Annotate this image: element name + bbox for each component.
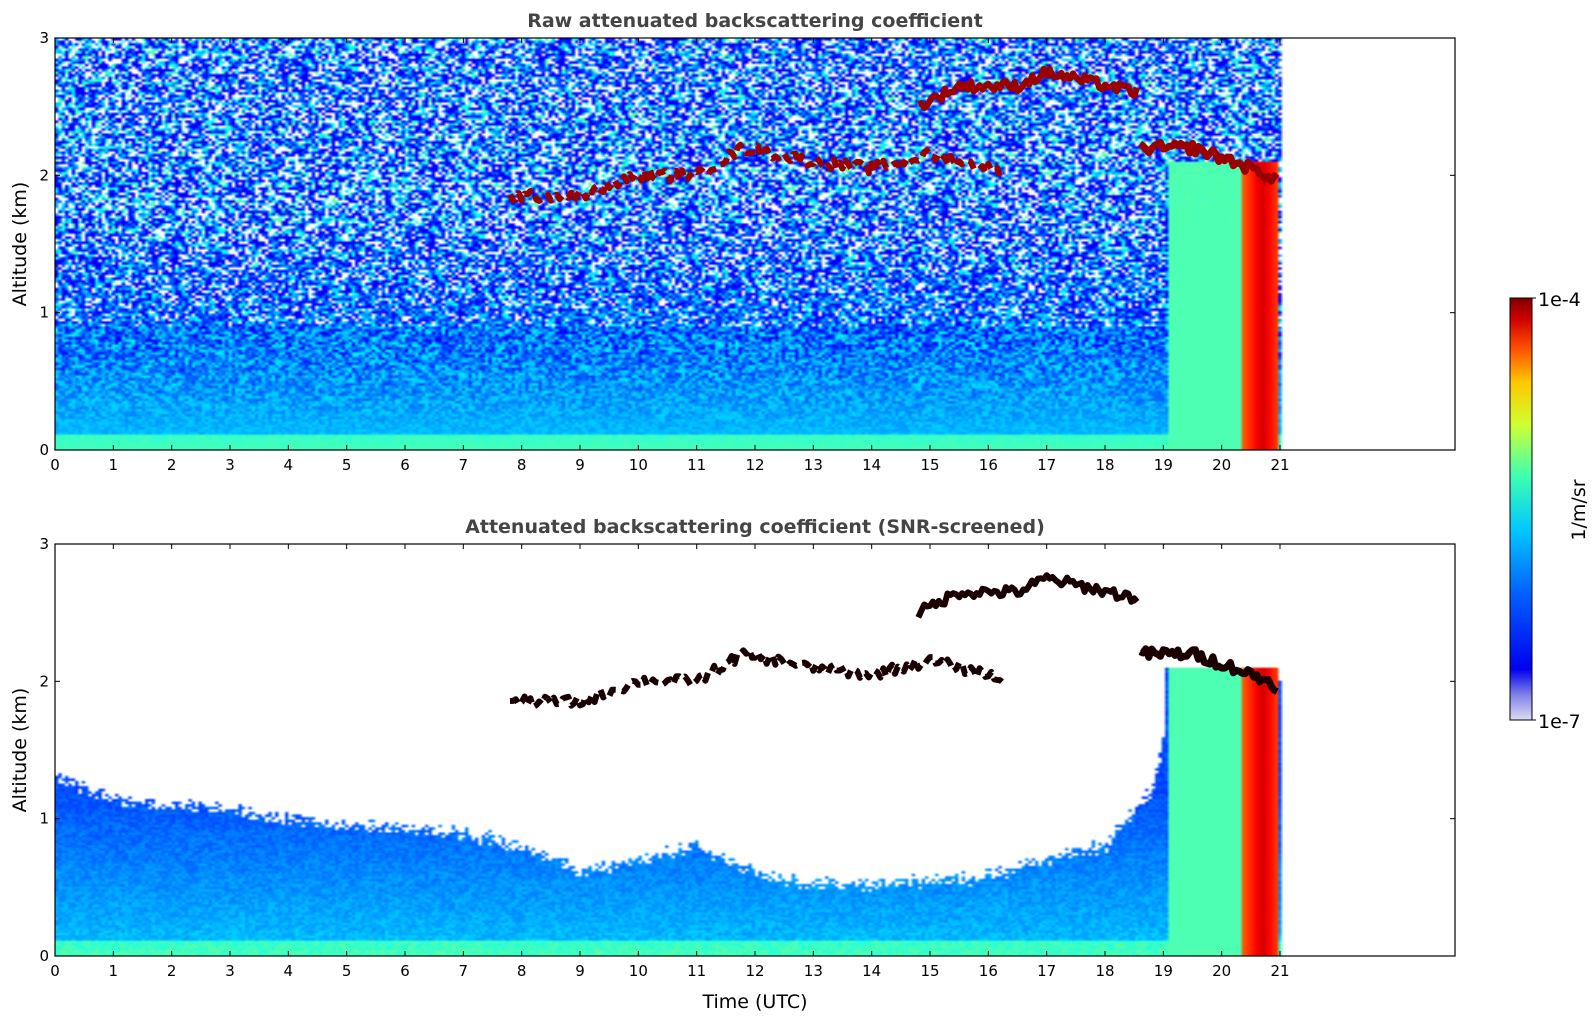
x-tick-label: 1 [109, 456, 119, 474]
cloud-layer-mark [509, 646, 1005, 710]
x-tick-label: 16 [979, 456, 998, 474]
x-tick-label: 11 [687, 456, 706, 474]
x-tick-label: 16 [979, 962, 998, 980]
cloud-layer-mark [1138, 138, 1280, 185]
heatmap-raster [55, 38, 1455, 450]
colorbar: 1e-4 1e-7 1/m/sr [1509, 289, 1590, 733]
x-tick-label: 13 [804, 456, 823, 474]
y-tick-label: 0 [39, 947, 49, 965]
x-tick-label: 3 [225, 962, 235, 980]
x-tick-label: 9 [575, 456, 585, 474]
colorbar-max-label: 1e-4 [1538, 289, 1581, 311]
x-tick-label: 19 [1154, 962, 1173, 980]
x-tick-label: 17 [1037, 962, 1056, 980]
y-axis-label-screened: Altitude (km) [9, 688, 31, 813]
x-tick-label: 10 [629, 962, 648, 980]
y-tick-label: 1 [39, 810, 49, 828]
heatmap-raw [55, 38, 1455, 450]
x-tick-label: 12 [745, 962, 764, 980]
y-axis-label-raw: Altitude (km) [9, 182, 31, 307]
x-tick-label: 2 [167, 962, 177, 980]
x-tick-label: 4 [284, 456, 294, 474]
cloud-layer-mark [915, 572, 1140, 619]
y-tick-label: 2 [39, 166, 49, 184]
colorbar-unit-label: 1/m/sr [1568, 479, 1590, 540]
x-tick-label: 7 [459, 962, 469, 980]
x-tick-label: 12 [745, 456, 764, 474]
x-tick-label: 2 [167, 456, 177, 474]
panel-raw: Raw attenuated backscattering coefficien… [9, 10, 1456, 474]
panel-2-title: Attenuated backscattering coefficient (S… [465, 516, 1045, 538]
x-tick-label: 11 [687, 962, 706, 980]
x-tick-label: 9 [575, 962, 585, 980]
x-tick-label: 18 [1095, 962, 1114, 980]
x-tick-label: 7 [459, 456, 469, 474]
x-tick-label: 3 [225, 456, 235, 474]
x-tick-label: 21 [1270, 962, 1289, 980]
y-tick-label: 3 [39, 29, 49, 47]
x-tick-label: 15 [920, 962, 939, 980]
x-tick-label: 17 [1037, 456, 1056, 474]
x-tick-label: 8 [517, 962, 527, 980]
colorbar-min-label: 1e-7 [1538, 711, 1581, 733]
x-tick-label: 0 [50, 962, 60, 980]
colorbar-gradient [1509, 297, 1533, 721]
x-tick-label: 13 [804, 962, 823, 980]
x-tick-label: 10 [629, 456, 648, 474]
cloud-layer-mark [507, 141, 1005, 205]
heatmap-raster [55, 544, 1455, 956]
x-tick-label: 20 [1212, 962, 1231, 980]
heatmap-screened [55, 544, 1455, 956]
x-tick-label: 8 [517, 456, 527, 474]
panel-1-title: Raw attenuated backscattering coefficien… [527, 10, 983, 32]
y-tick-label: 3 [39, 535, 49, 553]
x-tick-label: 0 [50, 456, 60, 474]
y-tick-label: 2 [39, 672, 49, 690]
x-axis-label: Time (UTC) [701, 991, 807, 1013]
x-tick-label: 5 [342, 962, 352, 980]
x-tick-label: 1 [109, 962, 119, 980]
cloud-layer-mark [917, 65, 1140, 111]
x-tick-label: 14 [862, 962, 881, 980]
x-tick-label: 14 [862, 456, 881, 474]
x-tick-label: 6 [400, 456, 410, 474]
panel-screened: Attenuated backscattering coefficient (S… [9, 516, 1456, 1013]
x-tick-label: 15 [920, 456, 939, 474]
x-tick-label: 18 [1095, 456, 1114, 474]
x-tick-label: 20 [1212, 456, 1231, 474]
x-tick-label: 19 [1154, 456, 1173, 474]
x-tick-label: 21 [1270, 456, 1289, 474]
x-tick-label: 5 [342, 456, 352, 474]
y-tick-label: 0 [39, 441, 49, 459]
cloud-layer-mark [1138, 645, 1279, 695]
y-tick-label: 1 [39, 304, 49, 322]
x-tick-label: 6 [400, 962, 410, 980]
x-tick-label: 4 [284, 962, 294, 980]
